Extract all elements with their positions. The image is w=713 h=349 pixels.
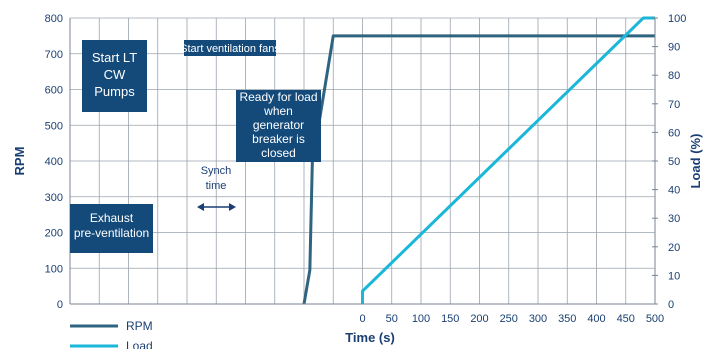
annotation-line: pre-ventilation bbox=[74, 226, 149, 240]
x-tick-label: 150 bbox=[441, 313, 459, 325]
annotation-line: generator bbox=[253, 118, 304, 132]
y-right-tick-label: 40 bbox=[668, 185, 680, 197]
y-right-tick-label: 90 bbox=[668, 42, 680, 54]
legend: RPM Load bbox=[70, 319, 153, 349]
annotation-box bbox=[236, 90, 321, 162]
y-left-axis-title: RPM bbox=[12, 147, 27, 176]
axes: 0100200300400500600700800010203040506070… bbox=[12, 13, 703, 345]
x-tick-label: 200 bbox=[470, 313, 488, 325]
y-right-tick-label: 80 bbox=[668, 70, 680, 82]
y-left-tick-label: 300 bbox=[45, 192, 63, 204]
y-left-tick-label: 200 bbox=[45, 228, 63, 240]
series-line-load bbox=[361, 16, 655, 304]
x-tick-label: 300 bbox=[529, 313, 547, 325]
annotation-line: Start LT bbox=[92, 50, 137, 65]
y-left-tick-label: 700 bbox=[45, 49, 63, 61]
x-tick-label: 350 bbox=[558, 313, 576, 325]
annotation-line: Exhaust bbox=[90, 211, 134, 225]
y-left-tick-label: 600 bbox=[45, 85, 63, 97]
legend-label-rpm: RPM bbox=[126, 319, 153, 333]
annotation-line: Synch bbox=[201, 165, 232, 177]
y-left-tick-label: 800 bbox=[45, 13, 63, 25]
annotation-box bbox=[70, 204, 153, 253]
y-right-tick-label: 70 bbox=[668, 99, 680, 111]
y-right-axis-title: Load (%) bbox=[688, 134, 703, 189]
x-tick-label: 400 bbox=[587, 313, 605, 325]
annotation-synch: Synch time bbox=[201, 165, 232, 192]
y-right-tick-label: 30 bbox=[668, 213, 680, 225]
y-right-tick-label: 100 bbox=[668, 13, 686, 25]
x-tick-label: 450 bbox=[617, 313, 635, 325]
grid bbox=[69, 17, 656, 305]
legend-label-load: Load bbox=[126, 339, 153, 349]
y-left-tick-label: 0 bbox=[57, 299, 63, 311]
x-tick-label: 0 bbox=[359, 313, 365, 325]
annotation-line: closed bbox=[261, 146, 296, 160]
y-left-tick-label: 400 bbox=[45, 156, 63, 168]
annotation-line: Pumps bbox=[94, 84, 135, 99]
y-left-tick-label: 500 bbox=[45, 120, 63, 132]
x-tick-label: 50 bbox=[386, 313, 398, 325]
annotation-line: time bbox=[206, 180, 227, 192]
y-right-tick-label: 60 bbox=[668, 127, 680, 139]
arrow-head-right bbox=[229, 203, 236, 211]
annotation-line: when bbox=[263, 104, 293, 118]
synch-time-arrow bbox=[197, 203, 236, 211]
x-tick-label: 500 bbox=[646, 313, 664, 325]
x-axis-title: Time (s) bbox=[345, 330, 395, 345]
y-right-tick-label: 50 bbox=[668, 156, 680, 168]
annotations: Start LT CW Pumps Start ventilation fans Rea… bbox=[70, 40, 321, 253]
y-left-tick-label: 100 bbox=[45, 263, 63, 275]
annotation-line: Ready for load bbox=[239, 90, 317, 104]
x-tick-label: 250 bbox=[500, 313, 518, 325]
annotation-box bbox=[82, 40, 147, 112]
y-right-tick-label: 20 bbox=[668, 242, 680, 254]
arrow-head-left bbox=[197, 203, 204, 211]
annotation-line: breaker is bbox=[252, 132, 305, 146]
annotation-line: Start ventilation fans bbox=[180, 43, 280, 55]
x-tick-label: 100 bbox=[412, 313, 430, 325]
annotation-box bbox=[184, 40, 276, 56]
annotation-vent: Start ventilation fans bbox=[180, 40, 280, 56]
y-right-tick-label: 0 bbox=[668, 299, 674, 311]
annotation-lt-cw: Start LT CW Pumps bbox=[82, 40, 147, 112]
y-right-tick-label: 10 bbox=[668, 270, 680, 282]
annotation-line: CW bbox=[104, 67, 126, 82]
